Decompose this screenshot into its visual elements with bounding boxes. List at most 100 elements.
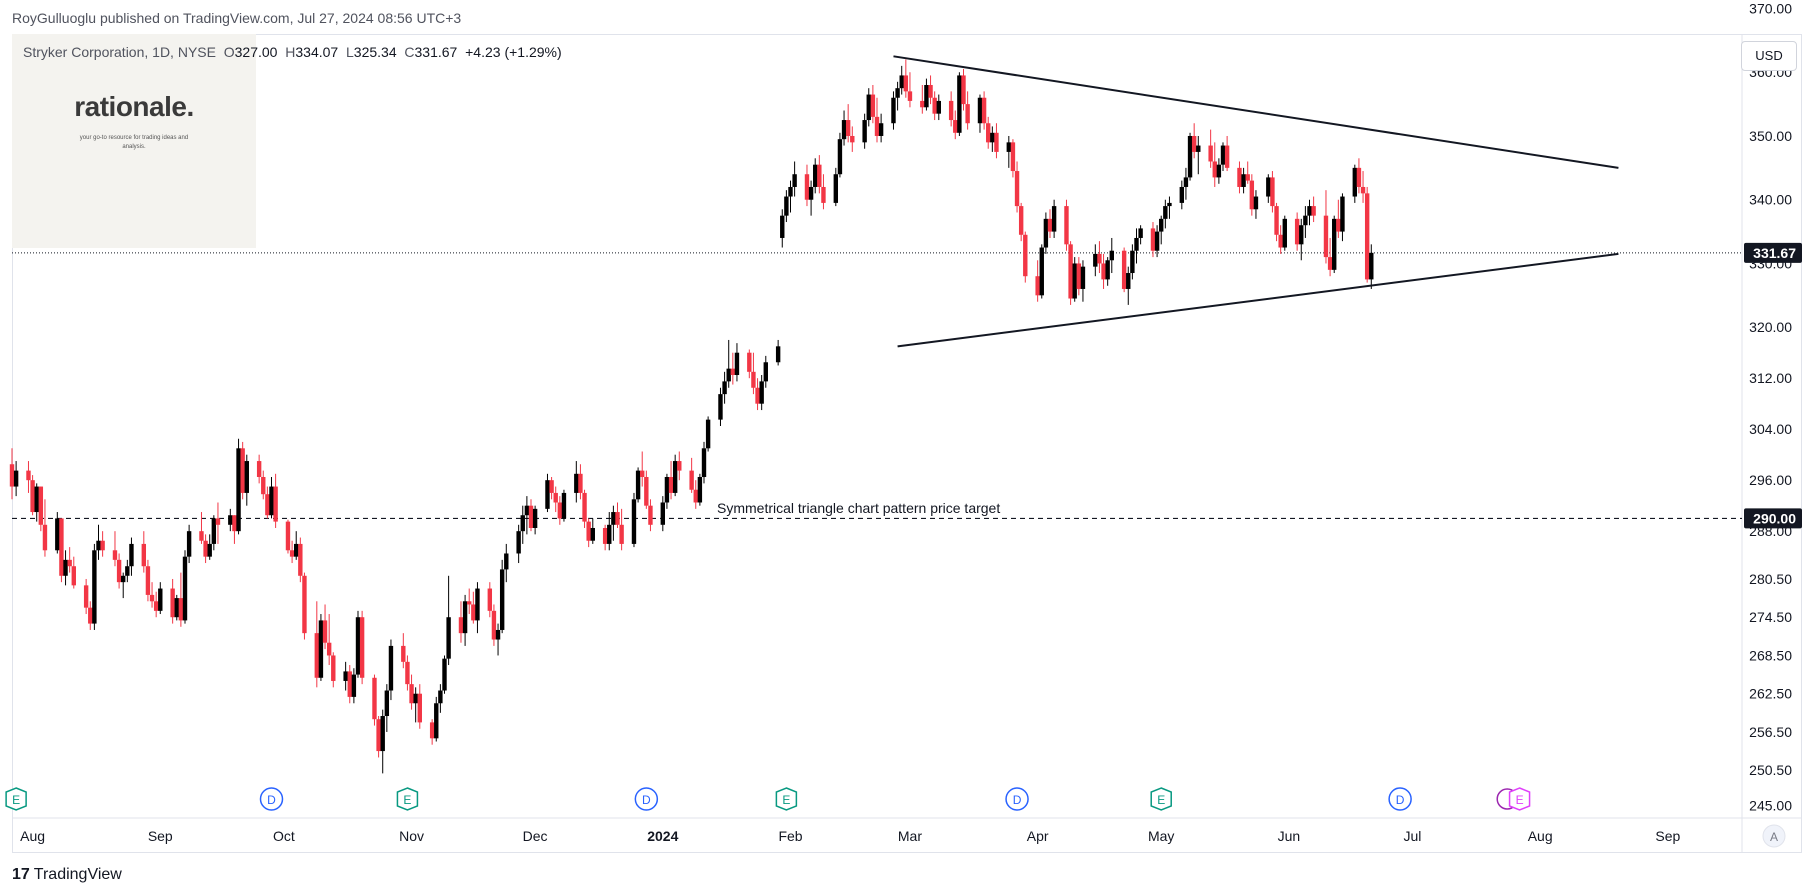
tradingview-brand[interactable]: 17 TradingView: [12, 866, 122, 884]
candle: [1047, 209, 1053, 238]
candle: [640, 451, 645, 487]
candle-body: [331, 655, 336, 681]
candle-body: [228, 515, 233, 525]
candle: [1068, 241, 1073, 305]
candle: [1216, 158, 1222, 184]
candle-body: [186, 531, 192, 557]
candle: [862, 113, 867, 149]
candle-body: [722, 381, 727, 395]
candle-body: [1278, 234, 1283, 248]
candle: [924, 78, 929, 111]
candle: [1364, 186, 1370, 283]
candle: [83, 578, 89, 615]
candle-body: [1245, 174, 1250, 181]
earnings-marker[interactable]: E: [1150, 787, 1172, 811]
candle: [895, 81, 900, 111]
price-tick-label: 320.00: [1749, 319, 1792, 335]
time-axis[interactable]: Aug Sep Oct Nov Dec 2024 Feb Mar Apr May Jun Jul Aug…: [20, 828, 1680, 844]
chart-pane[interactable]: [12, 34, 1802, 853]
dividend-marker[interactable]: D: [1388, 787, 1412, 811]
candle-body: [294, 543, 299, 557]
candle: [446, 575, 451, 666]
price-tick-label: 296.00: [1749, 472, 1792, 488]
currency-button[interactable]: USD: [1741, 41, 1797, 71]
candle: [1307, 199, 1312, 226]
dividend-marker[interactable]: D: [634, 787, 659, 811]
candle: [174, 594, 179, 621]
earnings-marker[interactable]: E: [396, 787, 419, 811]
candle-body: [318, 620, 324, 678]
candle: [718, 387, 723, 426]
candle: [763, 355, 768, 388]
candle: [878, 113, 884, 143]
candle-body: [1150, 228, 1156, 251]
earnings-marker[interactable]: E: [1508, 787, 1531, 811]
candle-body: [924, 84, 929, 108]
scale-mode-button[interactable]: A: [1762, 824, 1786, 848]
candle-body: [845, 120, 851, 136]
candle: [920, 84, 925, 114]
candle-body: [899, 75, 904, 89]
candle: [932, 91, 937, 121]
target-price-label-bg: [1744, 508, 1802, 529]
earnings-marker[interactable]: E: [775, 787, 798, 811]
candle: [413, 687, 418, 723]
triangle-upper-line[interactable]: [893, 55, 1619, 169]
candle-body: [870, 94, 876, 117]
candle-body: [1093, 253, 1098, 267]
candle-body: [586, 521, 591, 541]
candle: [553, 486, 558, 513]
candle: [1138, 225, 1143, 245]
candle: [1134, 228, 1139, 264]
candle: [9, 448, 15, 500]
candle-body: [30, 480, 35, 513]
candle: [841, 110, 847, 146]
candle-body: [1068, 244, 1073, 299]
candle: [1023, 231, 1028, 283]
candle: [491, 604, 497, 646]
candle: [30, 475, 35, 516]
candle: [528, 499, 534, 532]
candle-body: [376, 719, 381, 752]
earnings-marker[interactable]: E: [5, 787, 27, 811]
candle: [240, 441, 245, 500]
time-tick-label: Aug: [20, 828, 45, 844]
candle: [1043, 212, 1049, 254]
candle-body: [467, 601, 472, 605]
dividend-marker[interactable]: D: [259, 787, 284, 811]
candle-body: [557, 502, 563, 519]
candle-body: [125, 566, 130, 576]
triangle-lower-line[interactable]: [897, 252, 1619, 348]
price-axis[interactable]: 245.00 250.50 256.50 262.50 268.50 274.50 280.…: [1744, 1, 1802, 814]
open-value: 327.00: [234, 44, 278, 60]
candle: [582, 489, 587, 528]
candle: [269, 476, 274, 519]
candle: [289, 540, 295, 564]
candle: [1220, 142, 1226, 172]
dividend-marker[interactable]: D: [1005, 787, 1029, 811]
candle: [948, 91, 954, 127]
candle: [549, 476, 554, 500]
candle-body: [504, 553, 509, 570]
candle: [532, 505, 538, 535]
candle: [236, 438, 241, 535]
candle: [1311, 196, 1316, 223]
candle-body: [1167, 202, 1172, 207]
candle-body: [607, 524, 612, 544]
candle: [677, 451, 682, 481]
candle-body: [121, 575, 126, 583]
trendlines[interactable]: [893, 55, 1619, 348]
candle: [850, 126, 855, 152]
candle-body: [1327, 257, 1333, 270]
candle: [961, 69, 966, 111]
candle-body: [487, 588, 493, 611]
candle: [784, 190, 789, 223]
candle: [380, 709, 385, 774]
candle-body: [920, 100, 925, 108]
time-tick-label: Nov: [399, 828, 424, 844]
candle-body: [71, 566, 76, 586]
candle-body: [182, 556, 188, 621]
candle-body: [895, 88, 900, 98]
